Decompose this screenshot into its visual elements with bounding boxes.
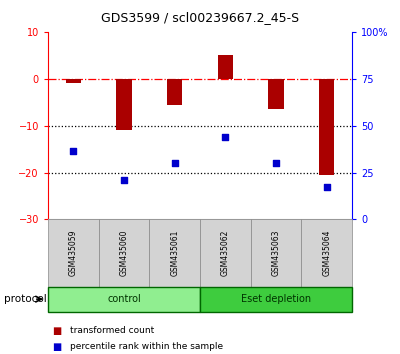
Text: ■: ■ [52,326,61,336]
Bar [319,79,334,175]
Text: control: control [107,294,141,304]
Bar [218,55,233,79]
Text: GSM435060: GSM435060 [120,230,128,276]
Bar [268,79,284,109]
Text: percentile rank within the sample: percentile rank within the sample [70,342,223,352]
Text: GSM435061: GSM435061 [170,230,179,276]
Text: transformed count: transformed count [70,326,154,336]
Text: GSM435062: GSM435062 [221,230,230,276]
Bar [167,79,182,104]
Text: GSM435063: GSM435063 [272,230,280,276]
Text: protocol: protocol [4,294,47,304]
Bar [66,79,81,84]
Text: GSM435064: GSM435064 [322,230,331,276]
Bar [116,79,132,130]
Text: GDS3599 / scl00239667.2_45-S: GDS3599 / scl00239667.2_45-S [101,11,299,24]
Text: GSM435059: GSM435059 [69,230,78,276]
Text: Eset depletion: Eset depletion [241,294,311,304]
Point [324,184,330,189]
Text: ■: ■ [52,342,61,352]
Point [222,135,228,140]
Point [172,160,178,166]
Point [70,149,76,154]
Point [273,160,279,166]
Point [121,177,127,182]
